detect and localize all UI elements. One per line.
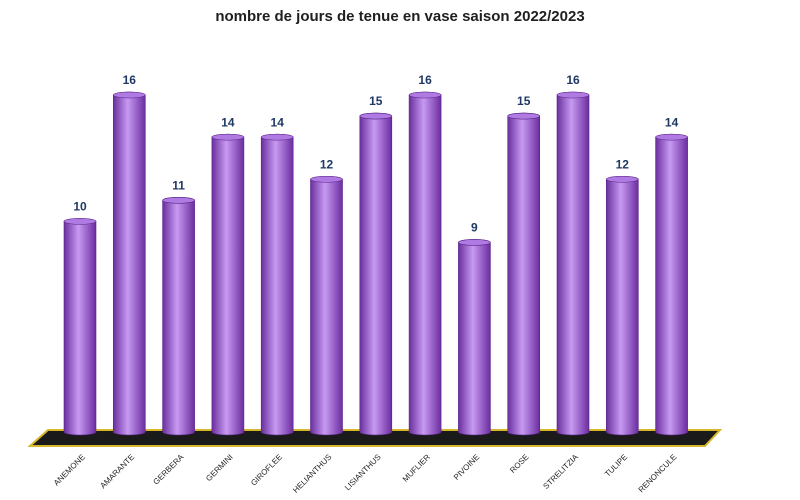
value-label: 14 — [221, 115, 235, 129]
bar — [63, 218, 97, 436]
chart-title: nombre de jours de tenue en vase saison … — [215, 8, 584, 25]
bar — [556, 91, 590, 436]
bar — [310, 175, 343, 436]
bar — [507, 112, 540, 436]
x-tick-label: RENONCULE — [637, 453, 679, 495]
x-tick-label: TULIPE — [603, 453, 629, 479]
value-label: 15 — [369, 94, 383, 108]
value-label: 9 — [471, 221, 478, 235]
bar-top — [507, 112, 541, 120]
x-tick-label: HELIANTHUS — [291, 453, 333, 495]
bar-top — [162, 197, 195, 204]
bar — [113, 91, 146, 436]
value-label: 14 — [271, 115, 285, 129]
x-tick-label: MUFLIER — [401, 452, 432, 483]
bar — [211, 133, 245, 436]
x-tick-label: ROSE — [508, 453, 530, 475]
bar-top — [408, 91, 442, 99]
x-tick-label: GERBERA — [151, 452, 185, 486]
value-label: 12 — [320, 157, 334, 171]
value-label: 12 — [616, 157, 630, 171]
bar — [359, 112, 393, 436]
x-tick-label: AMARANTE — [98, 453, 136, 491]
floor — [27, 429, 723, 447]
bar-top — [655, 133, 688, 141]
value-label: 15 — [517, 94, 531, 108]
bar — [606, 175, 639, 436]
x-tick-label: STRELITZIA — [541, 452, 580, 491]
x-tick-label: GERMINI — [204, 453, 235, 484]
bar-top — [310, 175, 343, 183]
value-label: 16 — [418, 73, 432, 87]
bar-top — [359, 112, 393, 120]
x-tick-label: GIROFLEE — [249, 453, 284, 488]
x-tick-label: LISIANTHUS — [343, 453, 383, 493]
bar-top — [211, 133, 245, 141]
bar — [260, 133, 294, 436]
bar-top — [260, 133, 294, 141]
x-tick-label: PIVOINE — [452, 453, 481, 482]
bar-top — [605, 175, 639, 183]
bar — [162, 197, 195, 436]
bar — [408, 91, 442, 436]
value-label: 14 — [665, 115, 679, 129]
value-label: 16 — [123, 73, 137, 87]
bar-top — [63, 218, 97, 225]
x-tick-label: ANEMONE — [52, 453, 87, 488]
value-label: 10 — [73, 200, 87, 214]
bar-top — [556, 91, 590, 99]
bar-top — [458, 239, 491, 246]
bar — [458, 239, 491, 436]
value-label: 11 — [172, 178, 185, 192]
bar — [655, 133, 688, 436]
bar-top — [113, 91, 146, 99]
value-label: 16 — [566, 73, 580, 87]
